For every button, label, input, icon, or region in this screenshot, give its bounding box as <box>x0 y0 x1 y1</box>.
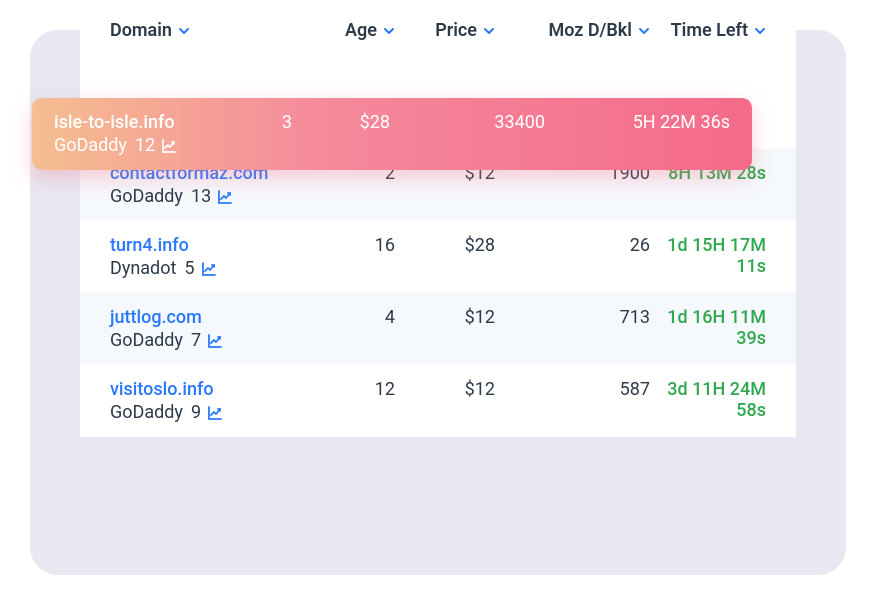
domain-link[interactable]: visitoslo.info <box>110 379 305 400</box>
age-cell: 12 <box>305 379 395 400</box>
header-moz[interactable]: Moz D/Bkl <box>495 20 650 41</box>
domain-link[interactable]: isle-to-isle.info <box>54 112 232 133</box>
table-row[interactable]: juttlog.comGoDaddy 7 4$127131d 16H 11M 39s <box>80 293 796 365</box>
header-age-label: Age <box>345 20 377 41</box>
domain-link[interactable]: juttlog.com <box>110 307 305 328</box>
moz-cell: 713 <box>495 307 650 328</box>
registrar-line: GoDaddy 12 <box>54 135 232 156</box>
header-price[interactable]: Price <box>395 20 495 41</box>
registrar-line: GoDaddy 9 <box>110 402 305 423</box>
chart-icon[interactable] <box>207 405 223 421</box>
registrar-count: 12 <box>135 135 155 156</box>
chart-icon[interactable] <box>207 333 223 349</box>
header-age[interactable]: Age <box>305 20 395 41</box>
chart-icon[interactable] <box>161 138 177 154</box>
age-cell: 4 <box>305 307 395 328</box>
chevron-down-icon <box>483 25 495 37</box>
domain-table-card: Domain Age Price Moz D/Bkl Time Left <box>80 0 796 437</box>
registrar-line: Dynadot 5 <box>110 258 305 279</box>
chevron-down-icon <box>638 25 650 37</box>
registrar-line: GoDaddy 13 <box>110 186 305 207</box>
age-cell: 3 <box>232 112 292 156</box>
registrar-count: 5 <box>184 258 194 279</box>
header-time[interactable]: Time Left <box>650 20 766 41</box>
moz-cell: 26 <box>495 235 650 256</box>
age-cell: 16 <box>305 235 395 256</box>
registrar-count: 13 <box>191 186 211 207</box>
chart-icon[interactable] <box>217 189 233 205</box>
chart-icon[interactable] <box>201 261 217 277</box>
time-cell: 1d 15H 17M 11s <box>650 235 766 277</box>
header-time-label: Time Left <box>671 20 748 41</box>
registrar-count: 7 <box>191 330 201 351</box>
registrar-name: GoDaddy <box>110 402 183 423</box>
price-cell: $12 <box>395 379 495 400</box>
price-cell: $12 <box>395 307 495 328</box>
registrar-name: GoDaddy <box>110 330 183 351</box>
table-row[interactable]: turn4.infoDynadot 5 16$28261d 15H 17M 11s <box>80 221 796 293</box>
chevron-down-icon <box>754 25 766 37</box>
table-header: Domain Age Price Moz D/Bkl Time Left <box>80 0 796 61</box>
registrar-count: 9 <box>191 402 201 423</box>
registrar-name: Dynadot <box>110 258 176 279</box>
time-cell: 1d 16H 11M 39s <box>650 307 766 349</box>
registrar-name: GoDaddy <box>54 135 127 156</box>
price-cell: $28 <box>395 235 495 256</box>
registrar-name: GoDaddy <box>110 186 183 207</box>
moz-cell: 33400 <box>390 112 545 156</box>
price-cell: $28 <box>292 112 390 156</box>
time-cell: 3d 11H 24M 58s <box>650 379 766 421</box>
header-domain[interactable]: Domain <box>110 20 305 41</box>
domain-link[interactable]: turn4.info <box>110 235 305 256</box>
header-domain-label: Domain <box>110 20 172 41</box>
header-price-label: Price <box>435 20 477 41</box>
chevron-down-icon <box>178 25 190 37</box>
header-moz-label: Moz D/Bkl <box>548 20 632 41</box>
highlighted-row[interactable]: isle-to-isle.info GoDaddy 12 3 $28 33400… <box>32 98 752 170</box>
registrar-line: GoDaddy 7 <box>110 330 305 351</box>
chevron-down-icon <box>383 25 395 37</box>
table-row[interactable]: visitoslo.infoGoDaddy 9 12$125873d 11H 24M… <box>80 365 796 437</box>
time-cell: 5H 22M 36s <box>545 112 730 156</box>
moz-cell: 587 <box>495 379 650 400</box>
